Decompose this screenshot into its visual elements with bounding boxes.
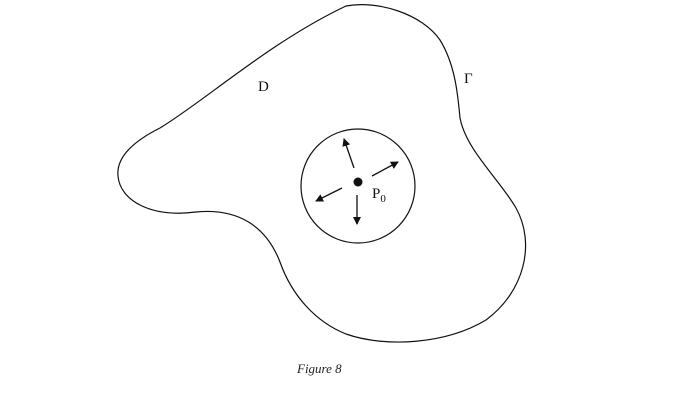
- center-point: [353, 177, 363, 187]
- arrow-up-right: [371, 161, 399, 177]
- arrow-up-left: [342, 138, 355, 169]
- point-label: P0: [372, 186, 386, 205]
- point-label-subscript: 0: [380, 193, 386, 205]
- figure-caption: Figure 8: [296, 361, 342, 376]
- inner-disk-circle: [300, 128, 416, 244]
- point-label-main: P: [372, 186, 380, 202]
- arrow-down-left: [315, 187, 343, 202]
- boundary-label: Γ: [464, 71, 473, 87]
- region-label: D: [258, 79, 269, 95]
- region-boundary-curve: [117, 4, 527, 343]
